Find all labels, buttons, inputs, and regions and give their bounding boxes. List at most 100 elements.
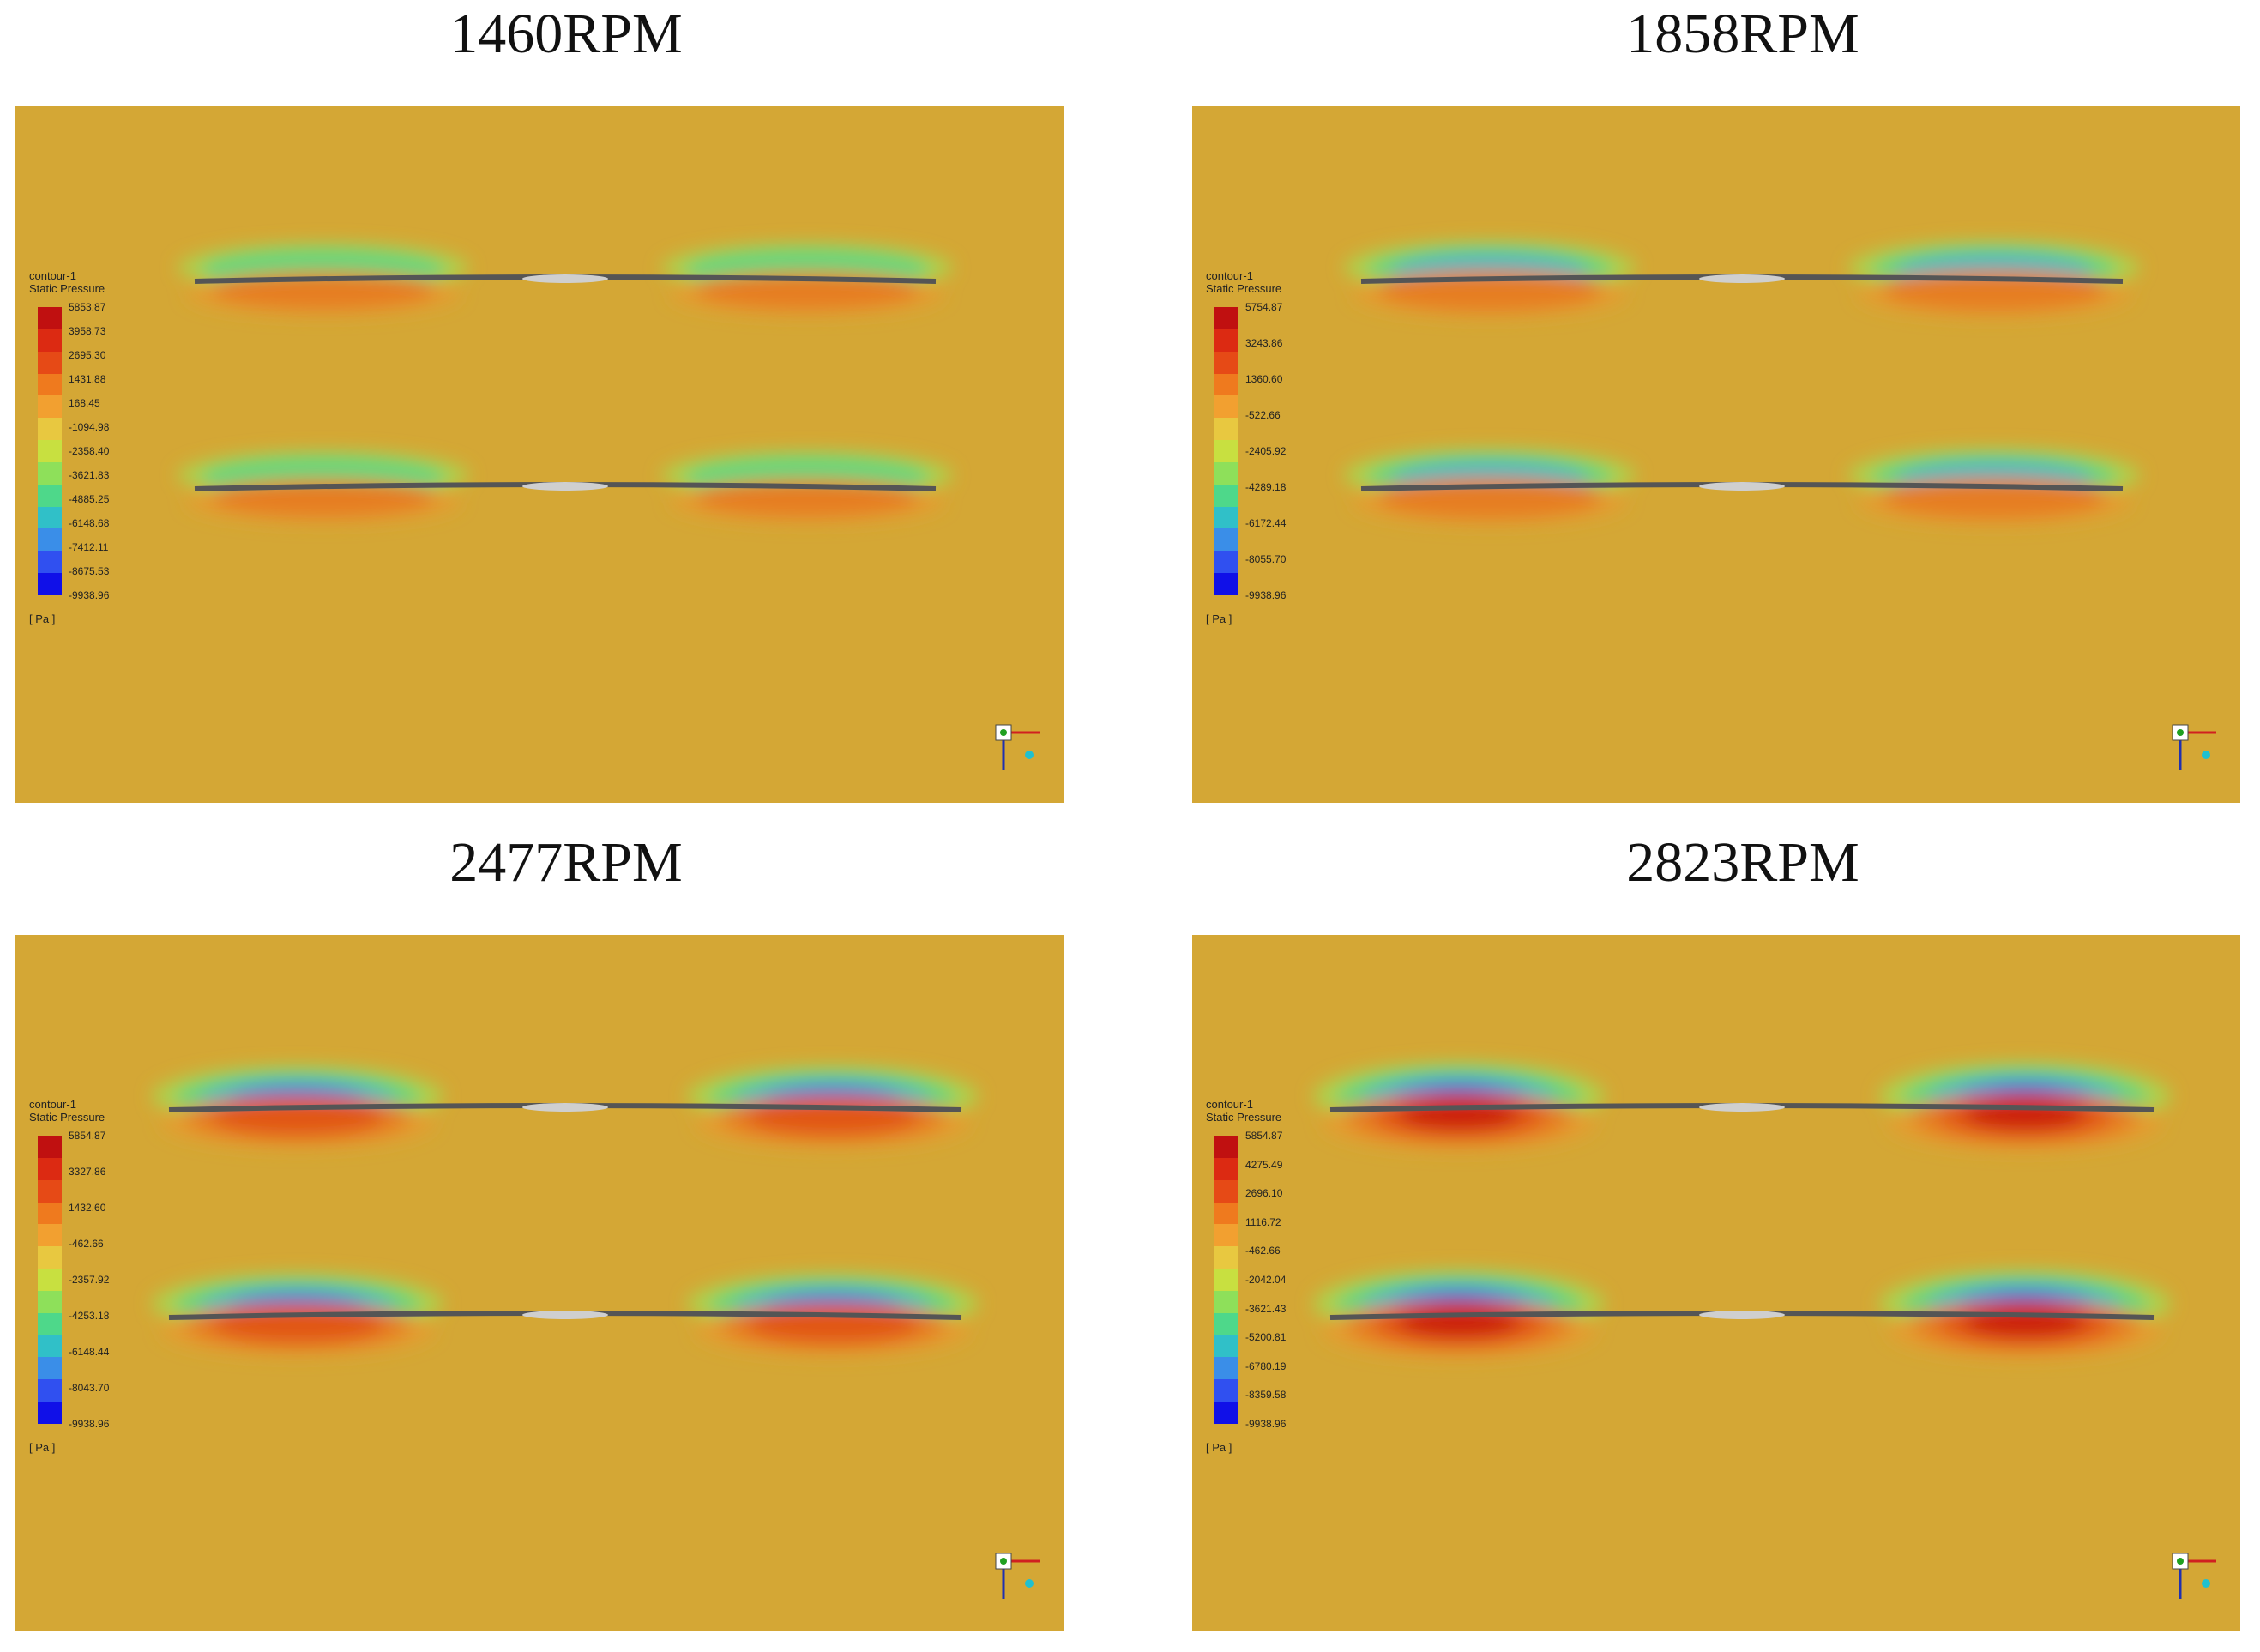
legend-color-band <box>38 395 62 419</box>
legend-color-band <box>1214 1246 1238 1269</box>
legend-tick-label: -6172.44 <box>1245 517 1287 529</box>
legend-color-band <box>1214 506 1238 529</box>
legend-color-band <box>1214 373 1238 396</box>
legend-unit: [ Pa ] <box>29 612 56 625</box>
legend-name: contour-1 <box>29 269 76 282</box>
legend-color-band <box>1214 329 1238 352</box>
legend-variable: Static Pressure <box>29 1111 105 1124</box>
legend-tick-label: -522.66 <box>1245 409 1281 421</box>
legend-color-band <box>1214 551 1238 574</box>
legend-color-band <box>38 1402 62 1424</box>
axis-triad-icon <box>2172 1553 2216 1599</box>
legend-tick-label: -4885.25 <box>69 493 110 505</box>
contour-plot[interactable]: contour-1 Static Pressure [ Pa ] 5853.87… <box>15 106 1064 803</box>
legend-color-band <box>38 1335 62 1358</box>
legend-color-band <box>38 351 62 374</box>
axis-triad-icon <box>995 1553 1040 1599</box>
legend-tick-label: -8675.53 <box>69 565 110 577</box>
legend-color-band <box>38 373 62 396</box>
legend-color-band <box>1214 351 1238 374</box>
legend-name: contour-1 <box>1206 1098 1253 1111</box>
legend-color-band <box>1214 484 1238 507</box>
legend-tick-label: -9938.96 <box>69 589 110 601</box>
legend-color-band <box>38 506 62 529</box>
axis-triad-icon <box>995 724 1040 770</box>
legend-tick-label: -6148.44 <box>69 1346 110 1358</box>
blade-hub <box>522 482 608 491</box>
legend-tick-label: -6780.19 <box>1245 1360 1287 1372</box>
legend-tick-label: -8359.58 <box>1245 1389 1287 1402</box>
legend-color-band <box>38 1157 62 1180</box>
legend-color-band <box>1214 1157 1238 1180</box>
legend-variable: Static Pressure <box>1206 1111 1282 1124</box>
contour-plot[interactable]: contour-1 Static Pressure [ Pa ] 5854.87… <box>15 935 1064 1631</box>
legend-color-band <box>38 1357 62 1380</box>
legend-tick-label: -8043.70 <box>69 1382 110 1394</box>
color-legend: contour-1 Static Pressure [ Pa ] 5754.87… <box>1206 269 1360 664</box>
legend-name: contour-1 <box>29 1098 76 1111</box>
blade-hub <box>522 274 608 283</box>
legend-color-band <box>1214 440 1238 462</box>
legend-variable: Static Pressure <box>29 282 105 295</box>
blade-hub <box>522 1311 608 1319</box>
blade-pressure-zone <box>1313 1062 2171 1151</box>
blade-hub <box>522 1103 608 1112</box>
legend-tick-label: 1360.60 <box>1245 373 1283 385</box>
legend-tick-label: -4253.18 <box>69 1310 110 1322</box>
legend-color-band <box>1214 1179 1238 1203</box>
pressure-field <box>152 1065 1040 1599</box>
legend-tick-label: -3621.83 <box>69 469 110 481</box>
blade-hub <box>1699 274 1785 283</box>
legend-color-bar <box>38 307 62 595</box>
legend-color-bar <box>1214 307 1238 595</box>
legend-tick-label: -2358.40 <box>69 445 110 457</box>
legend-color-band <box>1214 1357 1238 1380</box>
legend-tick-label: -9938.96 <box>69 1418 110 1430</box>
legend-color-band <box>38 1379 62 1402</box>
legend-tick-label: 5754.87 <box>1245 301 1283 313</box>
legend-tick-label: -8055.70 <box>1245 553 1287 565</box>
legend-tick-label: 5854.87 <box>1245 1130 1283 1142</box>
color-legend: contour-1 Static Pressure [ Pa ] 5854.87… <box>29 1098 184 1492</box>
legend-color-band <box>1214 1224 1238 1247</box>
legend-color-band <box>38 1136 62 1158</box>
legend-tick-label: 3243.86 <box>1245 337 1283 349</box>
panel-title: 1460RPM <box>449 3 683 65</box>
legend-color-band <box>38 484 62 507</box>
legend-tick-label: -2405.92 <box>1245 445 1287 457</box>
legend-color-band <box>1214 461 1238 485</box>
legend-tick-label: 168.45 <box>69 397 100 409</box>
legend-color-band <box>38 1202 62 1225</box>
legend-name: contour-1 <box>1206 269 1253 282</box>
legend-tick-label: 2695.30 <box>69 349 106 361</box>
legend-tick-label: -2042.04 <box>1245 1274 1287 1286</box>
legend-color-band <box>1214 1335 1238 1358</box>
legend-tick-label: -2357.92 <box>69 1274 110 1286</box>
legend-color-band <box>1214 395 1238 419</box>
legend-color-bar <box>38 1136 62 1424</box>
legend-color-band <box>1214 1269 1238 1291</box>
legend-color-band <box>38 329 62 352</box>
contour-plot[interactable]: contour-1 Static Pressure [ Pa ] 5754.87… <box>1192 106 2240 803</box>
legend-color-band <box>1214 1136 1238 1158</box>
legend-tick-label: -9938.96 <box>1245 589 1287 601</box>
legend-variable: Static Pressure <box>1206 282 1282 295</box>
color-legend: contour-1 Static Pressure [ Pa ] 5853.87… <box>29 269 184 664</box>
legend-color-band <box>1214 528 1238 552</box>
contour-plot[interactable]: contour-1 Static Pressure [ Pa ] 5854.87… <box>1192 935 2240 1631</box>
blade-hub <box>1699 1103 1785 1112</box>
legend-unit: [ Pa ] <box>1206 612 1232 625</box>
pressure-field <box>1313 1062 2216 1599</box>
blade-hub <box>1699 1311 1785 1319</box>
panel-1460rpm: 1460RPM contour-1 Static Pressure [ Pa ]… <box>0 0 1132 823</box>
legend-tick-label: 1116.72 <box>1245 1215 1281 1228</box>
legend-color-band <box>1214 307 1238 329</box>
blade-hub <box>1699 482 1785 491</box>
legend-tick-label: -9938.96 <box>1245 1418 1287 1430</box>
legend-unit: [ Pa ] <box>29 1441 56 1454</box>
legend-color-band <box>1214 1290 1238 1313</box>
legend-tick-label: -6148.68 <box>69 517 110 529</box>
legend-tick-label: 2696.10 <box>1245 1187 1283 1200</box>
legend-tick-label: 5853.87 <box>69 301 106 313</box>
legend-color-band <box>38 1312 62 1335</box>
